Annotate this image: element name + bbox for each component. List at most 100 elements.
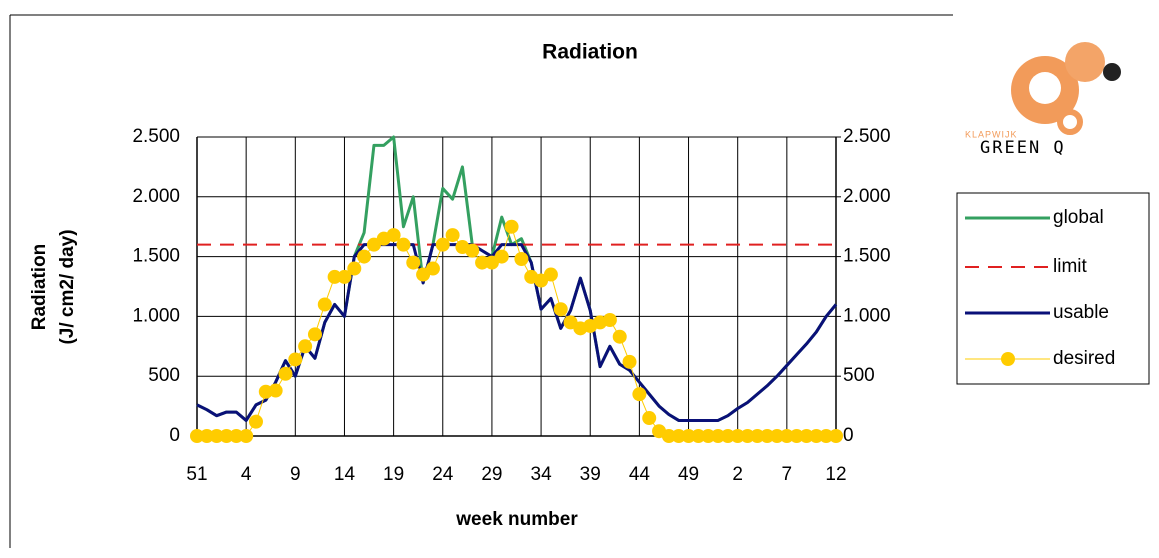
data-point xyxy=(298,339,313,354)
y2-tick-label: 0 xyxy=(843,425,854,446)
y-tick-label: 0 xyxy=(169,425,180,446)
legend-label: limit xyxy=(1053,256,1087,277)
y2-tick-label: 1.000 xyxy=(843,305,891,326)
data-point xyxy=(327,269,342,284)
data-point xyxy=(504,219,519,234)
x-tick-label: 39 xyxy=(580,464,601,485)
y2-tick-label: 500 xyxy=(843,365,875,386)
data-point xyxy=(622,354,637,369)
series-line xyxy=(196,135,838,422)
legend-label: usable xyxy=(1053,302,1109,323)
x-tick-label: 2 xyxy=(732,464,743,485)
data-point xyxy=(406,255,421,270)
y2-tick-label: 2.000 xyxy=(843,186,891,207)
data-point xyxy=(691,429,706,443)
data-point xyxy=(671,429,686,443)
data-point xyxy=(219,429,234,443)
logo-shape xyxy=(1065,42,1105,82)
x-tick-label: 9 xyxy=(290,464,301,485)
data-point xyxy=(239,429,254,443)
x-tick-label: 24 xyxy=(432,464,454,485)
data-point xyxy=(543,267,558,282)
data-point xyxy=(750,429,765,443)
data-point xyxy=(779,429,794,443)
data-point xyxy=(494,249,509,264)
data-point xyxy=(248,414,263,429)
x-tick-label: 34 xyxy=(531,464,553,485)
logo-shape xyxy=(1103,63,1121,81)
x-tick-label: 19 xyxy=(383,464,404,485)
y-axis-title: Radiation xyxy=(29,244,50,331)
data-point xyxy=(711,429,726,443)
x-tick-label: 7 xyxy=(782,464,793,485)
data-point xyxy=(809,429,824,443)
data-point xyxy=(602,312,617,327)
data-point xyxy=(730,429,745,443)
data-point xyxy=(642,411,657,426)
series-line xyxy=(196,243,838,422)
x-tick-label: 49 xyxy=(678,464,699,485)
data-point xyxy=(770,429,785,443)
data-point xyxy=(268,383,283,398)
data-point xyxy=(819,429,834,443)
x-tick-label: 44 xyxy=(629,464,651,485)
data-point xyxy=(553,302,568,317)
y2-tick-label: 2.500 xyxy=(843,126,891,147)
legend-label: global xyxy=(1053,207,1104,228)
data-point xyxy=(229,429,244,443)
x-tick-label: 12 xyxy=(825,464,846,485)
data-point xyxy=(760,429,775,443)
data-point xyxy=(445,228,460,243)
legend-marker xyxy=(1001,352,1015,366)
logo-shape xyxy=(1057,109,1083,135)
data-point xyxy=(475,255,490,270)
logo-shape xyxy=(1029,72,1061,104)
y-tick-label: 500 xyxy=(148,365,180,386)
data-point xyxy=(720,429,735,443)
y-tick-label: 1.500 xyxy=(132,246,180,267)
logo: KLAPWIJK GREEN Q xyxy=(965,42,1121,158)
x-axis-title: week number xyxy=(455,509,578,530)
data-point xyxy=(799,429,814,443)
data-point xyxy=(740,429,755,443)
x-tick-label: 4 xyxy=(241,464,252,485)
x-tick-label: 51 xyxy=(186,464,207,485)
data-point xyxy=(190,429,204,443)
legend xyxy=(956,192,1150,385)
data-point xyxy=(632,387,647,402)
y-axis-title: (J/ cm2/ day) xyxy=(57,229,78,344)
data-point xyxy=(514,251,529,266)
data-point xyxy=(465,243,480,258)
data-point xyxy=(661,429,676,443)
data-point xyxy=(396,237,411,252)
data-point xyxy=(435,237,450,252)
chart-title: Radiation xyxy=(542,41,638,64)
data-point xyxy=(386,228,401,243)
y-tick-label: 2.500 xyxy=(132,126,180,147)
data-point xyxy=(199,429,214,443)
legend-label: desired xyxy=(1053,348,1115,369)
data-point xyxy=(288,352,303,367)
data-point xyxy=(347,261,362,276)
y-tick-label: 2.000 xyxy=(132,186,180,207)
y2-tick-label: 1.500 xyxy=(843,246,891,267)
logo-text: KLAPWIJK xyxy=(965,129,1018,139)
y-tick-label: 1.000 xyxy=(132,305,180,326)
data-point xyxy=(209,429,224,443)
data-point xyxy=(278,366,293,381)
data-point xyxy=(612,329,627,344)
x-tick-label: 29 xyxy=(481,464,502,485)
data-point xyxy=(307,327,322,342)
data-point xyxy=(701,429,716,443)
data-point xyxy=(317,297,332,312)
data-point xyxy=(337,269,352,284)
data-point xyxy=(829,429,843,443)
data-point xyxy=(357,249,372,264)
data-point xyxy=(681,429,696,443)
x-tick-label: 14 xyxy=(334,464,356,485)
data-point xyxy=(789,429,804,443)
data-point xyxy=(425,261,440,276)
logo-text: GREEN Q xyxy=(980,138,1066,158)
